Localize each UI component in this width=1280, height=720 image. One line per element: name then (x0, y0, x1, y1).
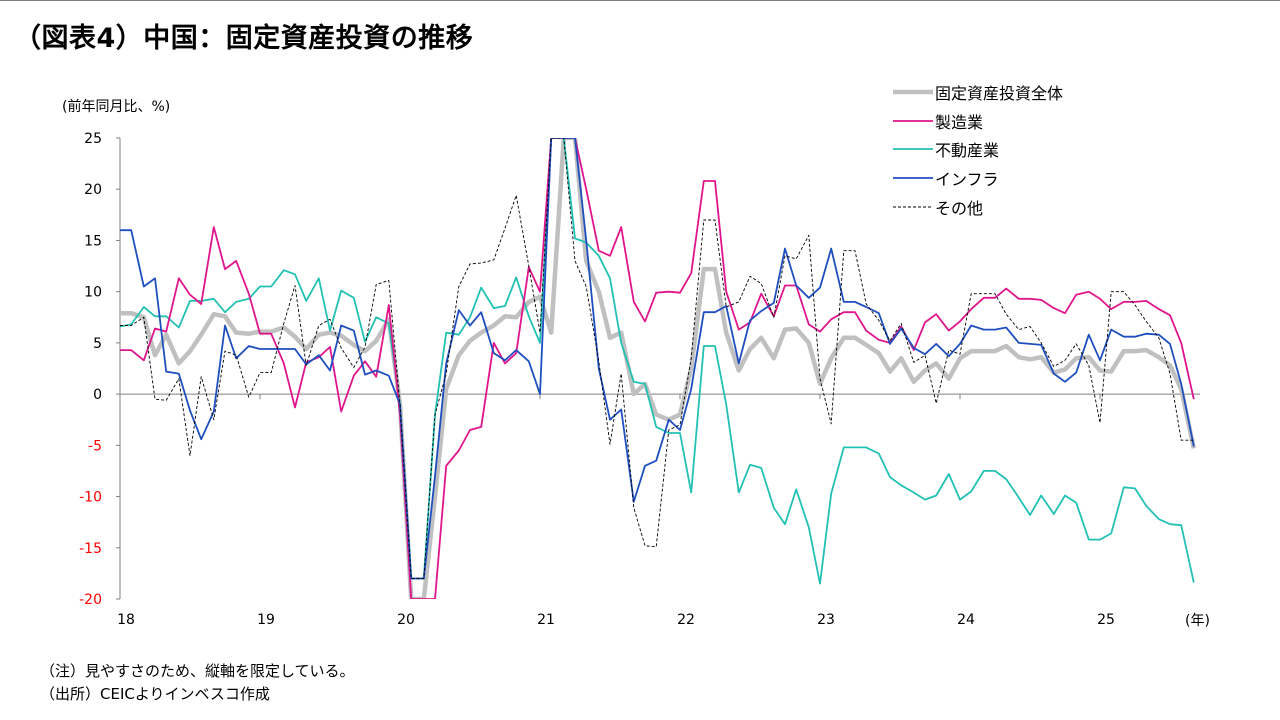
chart-axes (119, 138, 1200, 599)
series-line-manufacturing (120, 138, 1195, 599)
x-tick-label: 22 (677, 612, 695, 628)
legend-item-total: 固定資産投資全体 (893, 78, 1063, 107)
chart-legend: 固定資産投資全体 製造業不動産業インフラその他 (893, 78, 1063, 221)
y-tick-label: 0 (93, 387, 102, 403)
y-tick-label: -15 (79, 541, 102, 557)
legend-label: 製造業 (935, 112, 984, 132)
legend-label: 固定資産投資全体 (935, 84, 1064, 104)
legend-swatch (893, 177, 933, 179)
x-axis-unit-label: (年) (1185, 613, 1210, 629)
x-tick-label: 20 (397, 612, 415, 628)
series-line-total (120, 138, 1197, 599)
legend-swatch (893, 119, 933, 122)
footnotes: （注）見やすさのため、縦軸を限定している。 （出所）CEICよりインベスコ作成 (40, 660, 355, 706)
legend-item-real-estate: 不動産業 (893, 135, 1063, 164)
top-border (0, 0, 1280, 1)
x-axis-ticks: 18 19 20 21 22 23 24 25 (117, 394, 1115, 628)
y-tick-label: 25 (84, 131, 102, 147)
x-tick-label: 23 (817, 612, 835, 628)
source-line: （出所）CEICよりインベスコ作成 (40, 685, 270, 703)
legend-item-manufacturing: 製造業 (893, 107, 1063, 136)
x-tick-label: 18 (117, 612, 135, 628)
x-tick-label: 24 (957, 612, 975, 628)
y-tick-label: -10 (79, 490, 102, 506)
y-tick-label: 15 (84, 233, 102, 249)
series-line-other (120, 138, 1194, 579)
y-tick-label: 5 (93, 336, 102, 352)
y-axis-ticks: 25 20 15 10 5 0 -5 -10 -15 -20 (79, 131, 120, 608)
legend-item-infrastructure: インフラ (893, 164, 1063, 193)
x-tick-label: 25 (1097, 612, 1115, 628)
x-tick-label: 19 (257, 612, 275, 628)
y-tick-label: -20 (79, 592, 102, 608)
y-tick-label: 10 (84, 285, 102, 301)
legend-label: インフラ (935, 170, 999, 190)
legend-swatch (893, 148, 933, 151)
legend-swatch (893, 206, 933, 208)
series-lines (120, 138, 1197, 599)
series-line-real-estate (120, 138, 1195, 585)
chart-title: （図表4）中国：固定資産投資の推移 (14, 23, 474, 54)
series-line-infrastructure (120, 138, 1195, 580)
legend-swatch (893, 90, 933, 95)
legend-item-other: その他 (893, 192, 1063, 221)
y-axis-unit-label: (前年同月比、%) (62, 99, 171, 115)
note-line: （注）見やすさのため、縦軸を限定している。 (40, 662, 355, 680)
legend-label: その他 (935, 198, 984, 218)
y-tick-label: -5 (88, 438, 102, 454)
x-tick-label: 21 (537, 612, 555, 628)
y-tick-label: 20 (84, 182, 102, 198)
legend-label: 不動産業 (935, 141, 1000, 161)
